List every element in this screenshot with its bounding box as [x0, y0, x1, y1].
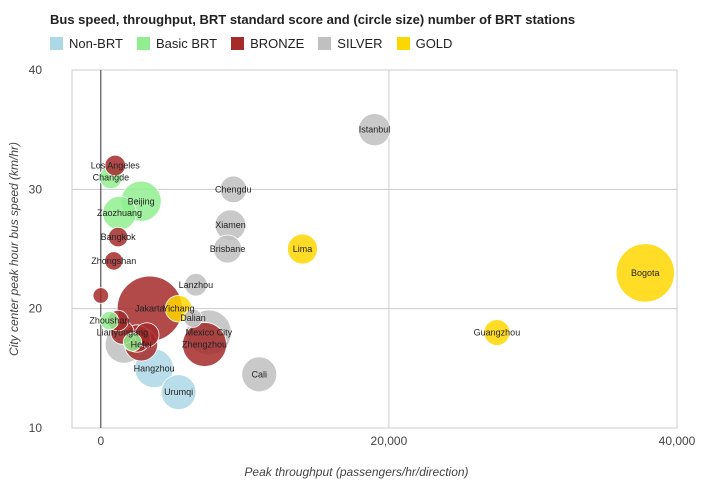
x-axis-title: Peak throughput (passengers/hr/direction… — [244, 465, 468, 479]
x-tick-label: 0 — [97, 434, 104, 448]
legend-swatch — [136, 37, 150, 50]
x-tick-label: 20,000 — [371, 434, 408, 448]
bubble-label: Cali — [252, 369, 268, 379]
bubble-chengdu — [219, 175, 248, 204]
bubble-lanzhou — [184, 273, 208, 297]
bubble-label: Xiamen — [215, 220, 246, 230]
bubble-guangzhou — [483, 319, 511, 346]
bubble-lima — [287, 233, 318, 265]
legend-label: GOLD — [415, 36, 453, 51]
bubble-istanbul — [358, 113, 391, 147]
y-tick-label: 40 — [29, 63, 43, 77]
bubble-label: Beijing — [128, 196, 155, 206]
legend-item-silver: SILVER — [318, 36, 383, 51]
bubble-label: Lanzhou — [179, 280, 214, 290]
bubble-label: Lima — [293, 244, 313, 254]
y-axis-title: City center peak hour bus speed (km/hr) — [7, 142, 21, 356]
bubble-label: Zhoushan — [89, 316, 129, 326]
bubble-label: Hangzhou — [134, 363, 175, 373]
bubble-unlabeled — [92, 287, 109, 304]
legend-swatch — [231, 37, 245, 50]
y-tick-label: 30 — [29, 182, 43, 196]
bubble-zhengzhou — [182, 322, 227, 367]
chart-title: Bus speed, throughput, BRT standard scor… — [50, 12, 576, 27]
legend-item-bronze: BRONZE — [231, 36, 304, 51]
x-tick-label: 40,000 — [659, 434, 696, 448]
bubble-label: Zhongshan — [91, 256, 136, 266]
legend-item-basic: Basic BRT — [136, 36, 218, 51]
bubble-label: Bangkok — [101, 232, 137, 242]
legend-swatch — [50, 37, 63, 50]
bubble-dalian — [183, 308, 203, 328]
bubble-label: Yichang — [162, 304, 194, 314]
legend-item-non: Non-BRT — [50, 36, 123, 51]
bubble-label: Guangzhou — [474, 328, 521, 338]
legend-swatch — [396, 37, 410, 50]
legend-label: SILVER — [337, 36, 383, 51]
bubble-cali — [241, 356, 278, 393]
bubble-bogota — [615, 243, 675, 303]
bubble-unlabeled — [122, 332, 143, 352]
bubble-label: Los Angeles — [91, 160, 141, 170]
legend-label: BRONZE — [250, 36, 305, 51]
bubble-label: Jakarta — [135, 304, 165, 314]
bubble-zhongshan — [104, 251, 124, 271]
legend-label: Basic BRT — [155, 36, 218, 51]
bubble-label: Bogota — [631, 268, 660, 278]
bubble-label: Brisbane — [210, 244, 246, 254]
y-tick-label: 10 — [29, 421, 43, 435]
bubble-label: Zaozhuang — [97, 208, 142, 218]
bubble-label: Chengdu — [215, 184, 252, 194]
bubble-urumqi — [160, 374, 197, 411]
bubble-label: Lianyungang — [97, 328, 149, 338]
legend: Non-BRT Basic BRT BRONZE SILVER GOLD — [50, 36, 452, 51]
bubble-brisbane — [213, 234, 243, 264]
y-tick-label: 20 — [29, 302, 43, 316]
bubble-label: Istanbul — [359, 125, 391, 135]
bubble-los-angeles — [104, 154, 126, 177]
bubble-label: Urumqi — [164, 387, 193, 397]
legend-swatch — [318, 37, 332, 50]
bubble-zhoushan — [99, 311, 120, 331]
bubble-label: Dalian — [180, 313, 206, 323]
bubble-label: Changde — [93, 172, 130, 182]
bubble-label: Hefei — [131, 339, 152, 349]
legend-item-gold: GOLD — [396, 36, 453, 51]
bubble-bangkok — [107, 226, 129, 248]
bubble-label: Zhengzhou — [182, 339, 227, 349]
legend-label: Non-BRT — [69, 36, 123, 51]
bubble-label: Mexico City — [186, 328, 233, 338]
